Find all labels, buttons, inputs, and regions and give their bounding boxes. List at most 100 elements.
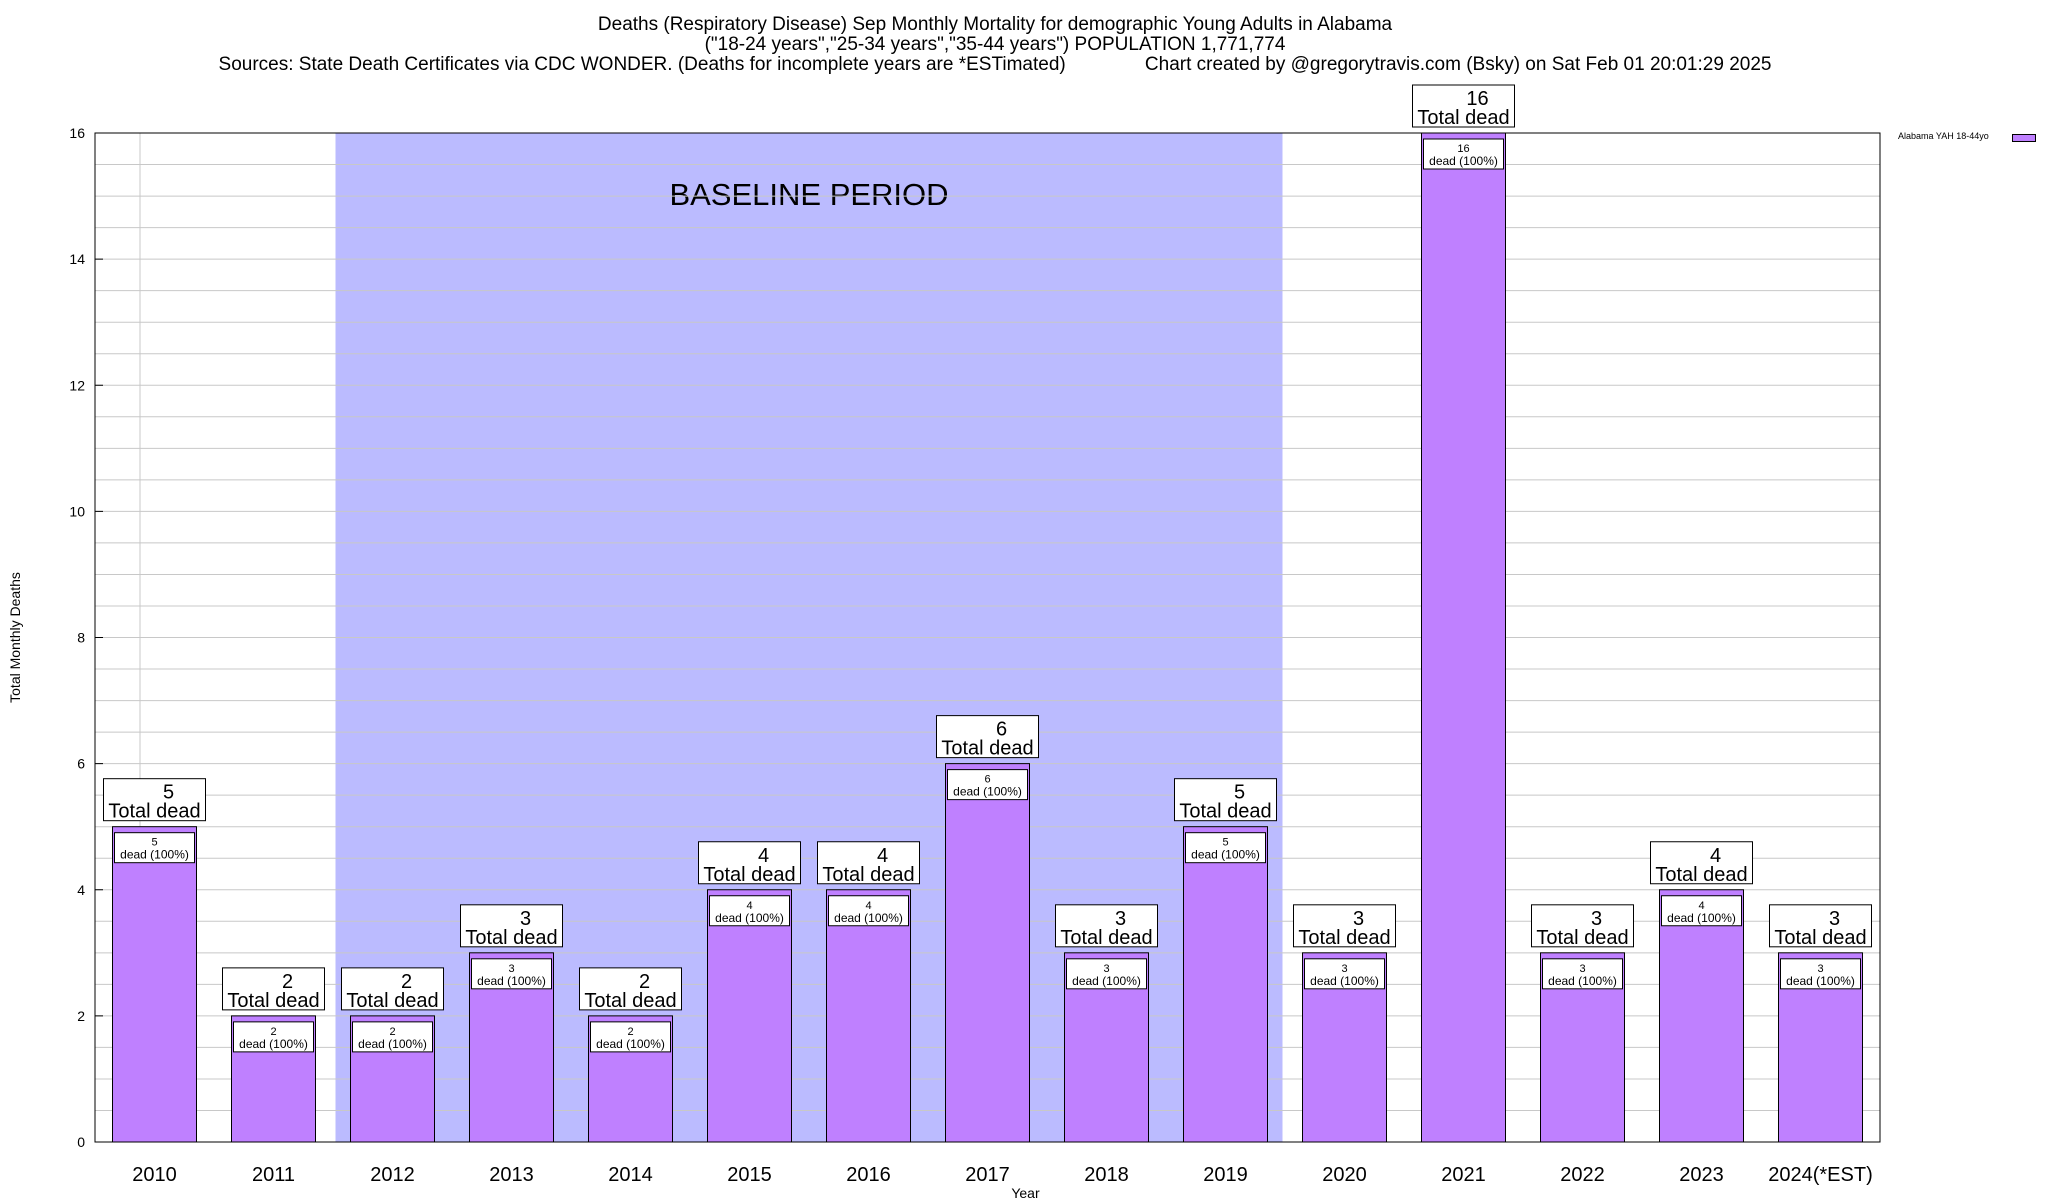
x-tick-label: 2010 [132, 1164, 177, 1186]
inner-label-text: dead (100%) [596, 1037, 665, 1051]
inner-label-value: 3 [1103, 963, 1109, 975]
x-tick-label: 2021 [1441, 1164, 1486, 1186]
top-label-box [341, 967, 444, 1011]
top-label-value: 3 [1353, 908, 1364, 930]
top-label-box [579, 967, 682, 1011]
y-tick-label: 4 [77, 882, 85, 898]
top-label-text: Total dead [1536, 927, 1628, 949]
top-label-text: Total dead [346, 990, 438, 1012]
top-label-text: Total dead [465, 927, 557, 949]
chart-title: Deaths (Respiratory Disease) Sep Monthly… [597, 14, 1393, 35]
top-label-box [817, 841, 920, 885]
inner-label-box [1780, 958, 1861, 990]
baseline-period-label: BASELINE PERIOD [669, 177, 948, 212]
x-tick-label: 2014 [608, 1164, 653, 1186]
inner-label-value: 5 [151, 837, 157, 849]
top-label-value: 6 [996, 719, 1007, 741]
y-tick-label: 12 [69, 377, 85, 393]
top-label-value: 3 [1829, 908, 1840, 930]
inner-label-text: dead (100%) [834, 911, 903, 925]
inner-label-text: dead (100%) [477, 974, 546, 988]
y-axis-label: Total Monthly Deaths [7, 572, 23, 703]
top-label-text: Total dead [227, 990, 319, 1012]
inner-label-text: dead (100%) [953, 785, 1022, 799]
inner-label-value: 6 [984, 774, 990, 786]
inner-label-box [471, 958, 552, 990]
x-tick-label: 2013 [489, 1164, 534, 1186]
top-label-box [1174, 778, 1277, 822]
inner-label-value: 3 [1341, 963, 1347, 975]
top-label-value: 4 [1710, 845, 1721, 867]
x-tick-label: 2020 [1322, 1164, 1367, 1186]
inner-label-text: dead (100%) [1786, 974, 1855, 988]
inner-label-text: dead (100%) [1548, 974, 1617, 988]
inner-label-box [828, 895, 909, 927]
y-tick-label: 2 [77, 1008, 85, 1024]
inner-label-box [590, 1021, 671, 1053]
inner-label-value: 4 [1698, 900, 1704, 912]
inner-label-value: 2 [627, 1026, 633, 1038]
inner-label-text: dead (100%) [120, 848, 189, 862]
legend-label: Alabama YAH 18-44yo [1898, 131, 1989, 141]
chart-source-line: Sources: State Death Certificates via CD… [218, 54, 1772, 75]
y-tick-label: 14 [69, 251, 85, 267]
top-label-box [103, 778, 206, 822]
top-label-box [936, 715, 1039, 759]
x-axis-label: Year [1011, 1185, 1040, 1200]
inner-label-value: 3 [1579, 963, 1585, 975]
bar-2023 [1659, 889, 1744, 1143]
axes: 2010 2011 2012 2013 2014 2015 2016 2017 2018 2019… [7, 125, 1881, 1200]
x-tick-label: 2019 [1203, 1164, 1248, 1186]
inner-label-text: dead (100%) [1429, 154, 1498, 168]
inner-label-value: 4 [865, 900, 871, 912]
top-label-text: Total dead [703, 864, 795, 886]
top-label-text: Total dead [1655, 864, 1747, 886]
inner-label-value: 2 [270, 1026, 276, 1038]
top-label-box [698, 841, 801, 885]
top-label-box [1412, 84, 1515, 128]
inner-label-text: dead (100%) [358, 1037, 427, 1051]
top-label-value: 5 [163, 782, 174, 804]
top-label-box [222, 967, 325, 1011]
inner-label-box [1066, 958, 1147, 990]
top-label-value: 4 [758, 845, 769, 867]
top-label-value: 3 [520, 908, 531, 930]
y-tick-label: 16 [69, 125, 85, 141]
inner-label-value: 3 [1817, 963, 1823, 975]
inner-label-box [1423, 138, 1504, 170]
inner-label-box [1661, 895, 1742, 927]
top-label-box [1531, 904, 1634, 948]
y-tick-label: 8 [77, 630, 85, 646]
x-tick-label: 2018 [1084, 1164, 1129, 1186]
legend-swatch [2012, 134, 2036, 142]
top-label-value: 2 [639, 971, 650, 993]
top-label-value: 2 [401, 971, 412, 993]
top-label-box [1055, 904, 1158, 948]
top-label-text: Total dead [1774, 927, 1866, 949]
top-label-text: Total dead [941, 738, 1033, 760]
inner-label-text: dead (100%) [1191, 848, 1260, 862]
top-label-text: Total dead [1060, 927, 1152, 949]
top-label-text: Total dead [1179, 801, 1271, 823]
y-tick-label: 0 [77, 1134, 85, 1150]
x-tick-label: 2015 [727, 1164, 772, 1186]
x-tick-label: 2023 [1679, 1164, 1724, 1186]
top-label-value: 3 [1115, 908, 1126, 930]
bar-2021 [1421, 132, 1506, 1143]
bar-2019 [1183, 826, 1268, 1143]
top-label-text: Total dead [822, 864, 914, 886]
top-label-box [1293, 904, 1396, 948]
inner-label-box [1542, 958, 1623, 990]
inner-label-value: 3 [508, 963, 514, 975]
inner-label-value: 4 [746, 900, 752, 912]
x-tick-label: 2011 [252, 1164, 295, 1186]
inner-label-box [352, 1021, 433, 1053]
bar-2015 [707, 889, 792, 1143]
top-label-text: Total dead [1417, 107, 1509, 129]
inner-label-text: dead (100%) [715, 911, 784, 925]
inner-label-box [1185, 832, 1266, 864]
y-tick-label: 10 [69, 503, 85, 519]
inner-label-box [1304, 958, 1385, 990]
